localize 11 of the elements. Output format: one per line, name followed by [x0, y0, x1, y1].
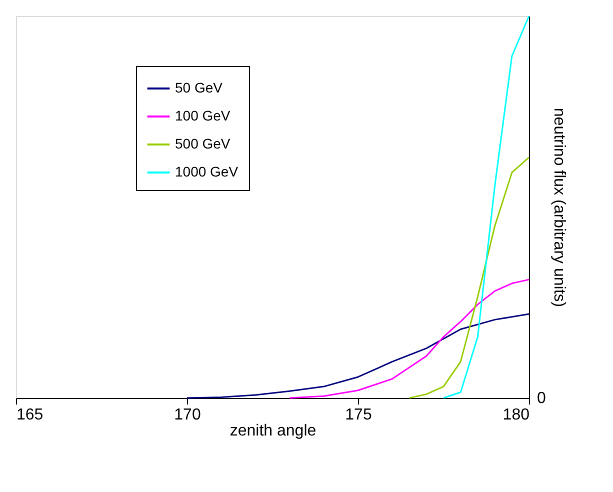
legend-label: 500 GeV: [175, 136, 231, 152]
x-tick-label: 165: [16, 406, 44, 424]
x-tick-label: 175: [345, 406, 372, 424]
x-axis-title: zenith angle: [230, 422, 316, 440]
legend-label: 1000 GeV: [175, 164, 239, 180]
legend-label: 50 GeV: [175, 80, 224, 96]
text: 0: [537, 390, 546, 407]
y-axis-title: neutrino flux (arbitrary units): [550, 108, 568, 308]
x-tick-label: 170: [174, 406, 201, 424]
x-tick-label: 180: [502, 406, 530, 424]
legend-label: 100 GeV: [175, 108, 231, 124]
